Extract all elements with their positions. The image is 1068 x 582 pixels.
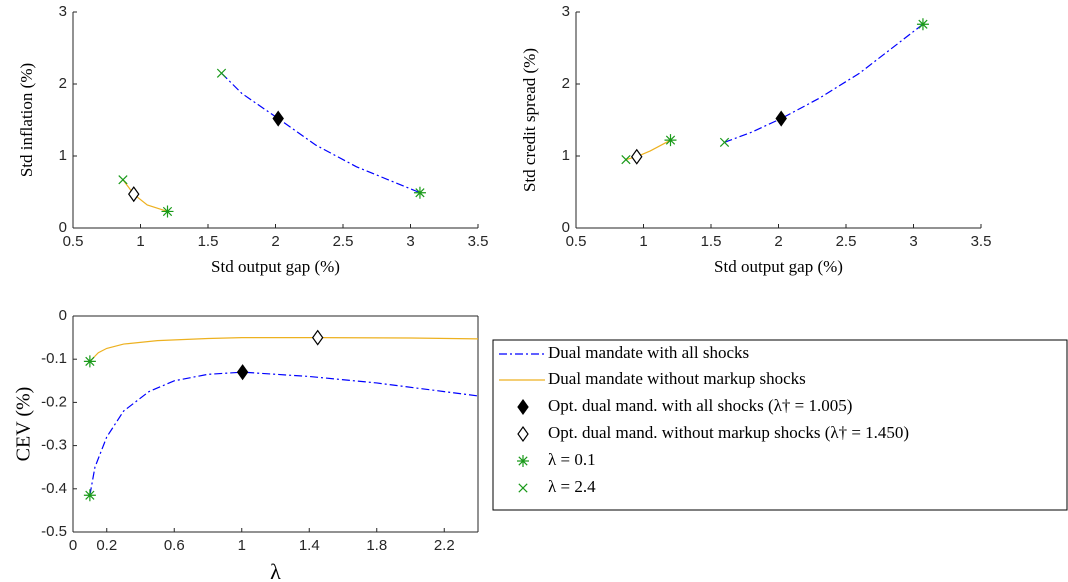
y-tick-label: -0.1 — [41, 350, 67, 367]
legend-box — [492, 339, 1068, 511]
x-tick-label: 2.2 — [434, 537, 455, 554]
series-line — [89, 337, 479, 362]
series-line — [122, 179, 168, 213]
x-axis-label: Std output gap (%) — [211, 257, 340, 276]
legend-label: Opt. dual mand. with all shocks (λ† = 1.… — [548, 396, 852, 415]
x-axis-label: λ — [270, 559, 281, 582]
legend-label: λ = 2.4 — [548, 477, 596, 496]
legend-label: Dual mandate with all shocks — [548, 343, 749, 362]
x-tick-label: 0.2 — [96, 537, 117, 554]
x-tick-label: 0.6 — [164, 537, 185, 554]
marker — [775, 110, 787, 127]
x-tick-label: 1.5 — [701, 233, 722, 250]
x-tick-label: 2 — [271, 233, 279, 250]
x-tick-label: 3 — [406, 233, 414, 250]
marker — [161, 205, 174, 218]
legend-label: Opt. dual mand. without markup shocks (λ… — [548, 423, 909, 442]
marker — [413, 186, 426, 199]
series-line — [625, 139, 671, 161]
y-tick-label: 1 — [562, 147, 570, 164]
marker — [118, 175, 128, 185]
marker — [83, 355, 96, 368]
legend-label: Dual mandate without markup shocks — [548, 369, 806, 388]
y-tick-label: 2 — [562, 75, 570, 92]
marker — [631, 148, 643, 165]
y-tick-label: 0 — [59, 307, 67, 324]
series-line — [221, 72, 421, 194]
marker — [664, 134, 677, 147]
y-tick-label: 0 — [562, 219, 570, 236]
x-tick-label: 2.5 — [836, 233, 857, 250]
series-line — [724, 23, 924, 143]
legend-label: λ = 0.1 — [548, 450, 596, 469]
x-tick-label: 0.5 — [63, 233, 84, 250]
y-axis-label: CEV (%) — [13, 387, 35, 462]
y-axis-label: Std inflation (%) — [17, 63, 36, 177]
marker — [916, 18, 929, 31]
x-tick-label: 1 — [136, 233, 144, 250]
y-tick-label: -0.5 — [41, 523, 67, 540]
legend-marker — [517, 425, 529, 443]
y-tick-label: 2 — [59, 75, 67, 92]
x-tick-label: 1.4 — [299, 537, 320, 554]
marker — [128, 186, 140, 203]
marker — [621, 154, 631, 165]
x-tick-label: 2 — [774, 233, 782, 250]
legend-marker — [518, 483, 528, 493]
x-tick-label: 3.5 — [468, 233, 489, 250]
x-tick-label: 1 — [639, 233, 647, 250]
series-line — [89, 371, 479, 496]
marker — [272, 110, 284, 127]
x-tick-label: 2.5 — [333, 233, 354, 250]
y-axis-label: Std credit spread (%) — [520, 48, 539, 192]
marker — [83, 489, 96, 502]
y-tick-label: -0.2 — [41, 393, 67, 410]
y-tick-label: 1 — [59, 147, 67, 164]
legend-marker — [517, 455, 529, 467]
x-tick-label: 3 — [909, 233, 917, 250]
y-tick-label: 0 — [59, 219, 67, 236]
x-tick-label: 1.5 — [198, 233, 219, 250]
marker — [719, 137, 730, 147]
x-tick-label: 3.5 — [971, 233, 992, 250]
x-axis-label: Std output gap (%) — [714, 257, 843, 276]
y-tick-label: -0.3 — [41, 437, 67, 454]
x-tick-label: 0.5 — [566, 233, 587, 250]
marker — [216, 68, 227, 78]
x-tick-label: 1 — [238, 537, 246, 554]
y-tick-label: -0.4 — [41, 480, 67, 497]
marker — [311, 329, 324, 346]
marker — [236, 364, 249, 381]
y-tick-label: 3 — [59, 3, 67, 20]
legend-marker — [517, 398, 529, 416]
x-tick-label: 1.8 — [366, 537, 387, 554]
y-tick-label: 3 — [562, 3, 570, 20]
x-tick-label: 0 — [69, 537, 77, 554]
